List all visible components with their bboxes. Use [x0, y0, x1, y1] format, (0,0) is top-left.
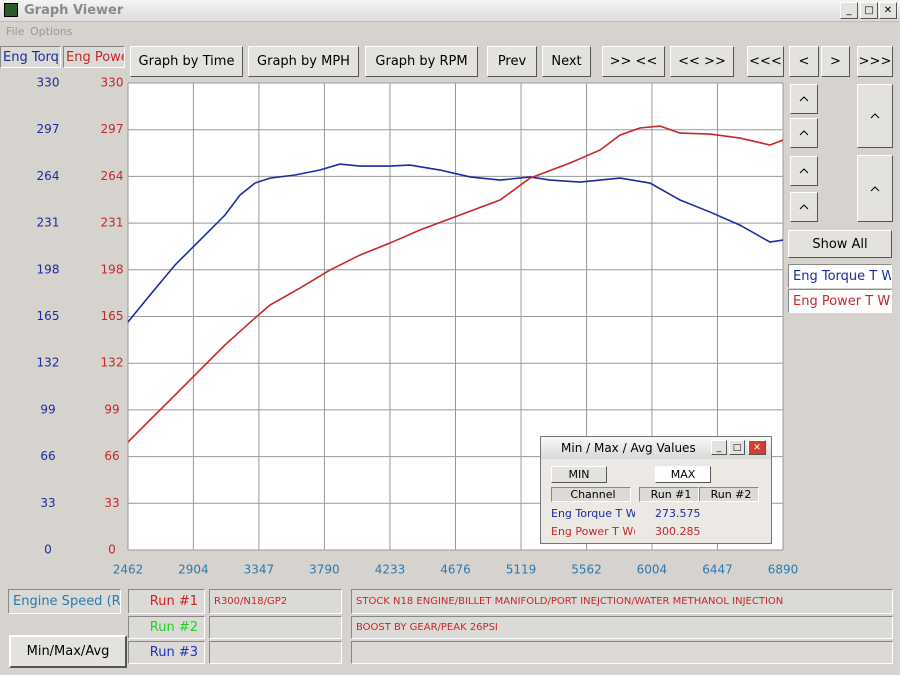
y2-axis-label: Eng Powe [63, 46, 125, 68]
row-value: 300.285 [655, 525, 701, 538]
title-bar: Graph Viewer _ □ ✕ [0, 0, 900, 22]
min-max-avg-button[interactable]: Min/Max/Avg [9, 635, 127, 668]
y2-tick-label: 264 [101, 169, 124, 183]
legend-entry: Eng Power T WC [788, 289, 892, 313]
toolbar-button[interactable]: >>> [857, 46, 893, 77]
scroll-button[interactable] [790, 192, 818, 222]
run-label: Run #2 [128, 616, 205, 639]
y-tick-label: 132 [37, 356, 60, 370]
x-axis-label: Engine Speed (Rl [8, 589, 121, 614]
x-tick-label: 3347 [244, 563, 275, 577]
column-header: Run #1 [639, 487, 699, 502]
y2-tick-label: 33 [104, 496, 119, 510]
y-tick-label: 99 [40, 402, 55, 416]
note: STOCK N18 ENGINE/BILLET MANIFOLD/PORT IN… [351, 589, 893, 614]
scroll-button[interactable] [790, 118, 818, 148]
toolbar-button[interactable]: Graph by Time [130, 46, 243, 77]
x-tick-label: 2462 [113, 563, 144, 577]
menu-options[interactable]: Options [30, 25, 73, 38]
dialog-title-bar: Min / Max / Avg Values _ □ ✕ [541, 437, 771, 459]
minimize-button[interactable]: _ [840, 2, 858, 19]
y-tick-label: 297 [37, 122, 60, 136]
run-description [209, 616, 342, 639]
y-tick-label: 66 [40, 449, 55, 463]
chevron-icon [799, 96, 809, 102]
dialog-close[interactable]: ✕ [748, 440, 766, 455]
y2-tick-label: 198 [101, 262, 124, 276]
min-max-dialog: Min / Max / Avg Values _ □ ✕ MIN MAX Cha… [540, 436, 772, 544]
run-label: Run #1 [128, 589, 205, 614]
x-tick-label: 4233 [375, 563, 406, 577]
chevron-icon [799, 204, 809, 210]
y2-tick-label: 231 [101, 216, 124, 230]
toolbar-button[interactable]: Graph by RPM [365, 46, 478, 77]
x-tick-label: 5119 [506, 563, 537, 577]
toolbar-button[interactable]: < [789, 46, 819, 77]
run-description: R300/N18/GP2 [209, 589, 342, 614]
y2-tick-label: 165 [101, 309, 124, 323]
x-tick-label: 4676 [440, 563, 471, 577]
y2-tick-label: 66 [104, 449, 119, 463]
close-button[interactable]: ✕ [879, 2, 897, 19]
show-all-button[interactable]: Show All [788, 230, 892, 258]
scroll-button[interactable] [857, 155, 893, 222]
chevron-icon [870, 113, 880, 119]
app-icon [4, 3, 18, 17]
y2-tick-label: 0 [108, 543, 116, 557]
tab-max[interactable]: MAX [655, 466, 711, 483]
dialog-title: Min / Max / Avg Values [561, 441, 696, 455]
menu-file[interactable]: File [6, 25, 25, 38]
x-tick-label: 3790 [309, 563, 340, 577]
chevron-icon [799, 168, 809, 174]
series-line [127, 163, 784, 323]
note-empty [351, 641, 893, 664]
toolbar-button[interactable]: << >> [670, 46, 734, 77]
row-value: 273.575 [655, 507, 701, 520]
y2-tick-label: 297 [101, 122, 124, 136]
x-tick-label: 6890 [768, 563, 799, 577]
scroll-button[interactable] [790, 84, 818, 114]
y-axis-label: Eng Torq [0, 46, 61, 68]
column-header: Run #2 [699, 487, 759, 502]
column-header: Channel [551, 487, 631, 502]
y-tick-label: 330 [37, 76, 60, 90]
toolbar-button[interactable]: Prev [487, 46, 537, 77]
chevron-icon [799, 130, 809, 136]
scroll-button[interactable] [857, 84, 893, 148]
y-tick-label: 264 [37, 169, 60, 183]
toolbar-button[interactable]: >> << [602, 46, 665, 77]
y-tick-label: 231 [37, 216, 60, 230]
legend-entry: Eng Torque T W [788, 264, 892, 288]
y2-tick-label: 330 [101, 76, 124, 90]
x-tick-label: 6004 [637, 563, 668, 577]
row-channel: Eng Torque T W [551, 507, 635, 520]
dialog-maximize[interactable]: □ [729, 440, 745, 455]
y-tick-label: 165 [37, 309, 60, 323]
maximize-button[interactable]: □ [860, 2, 878, 19]
row-channel: Eng Power T W( [551, 525, 635, 538]
scroll-button[interactable] [790, 156, 818, 186]
toolbar-button[interactable]: > [821, 46, 850, 77]
window-title: Graph Viewer [24, 3, 124, 18]
toolbar-button[interactable]: Graph by MPH [248, 46, 359, 77]
note: BOOST BY GEAR/PEAK 26PSI [351, 616, 893, 639]
x-tick-label: 6447 [702, 563, 733, 577]
series-line [127, 125, 784, 443]
y-tick-label: 0 [44, 543, 52, 557]
y-tick-label: 33 [40, 496, 55, 510]
chevron-icon [870, 185, 880, 191]
y-tick-label: 198 [37, 262, 60, 276]
tab-min[interactable]: MIN [551, 466, 607, 483]
x-tick-label: 2904 [178, 563, 209, 577]
x-tick-label: 5562 [571, 563, 602, 577]
run-label: Run #3 [128, 641, 205, 664]
y2-tick-label: 132 [101, 356, 124, 370]
toolbar-button[interactable]: <<< [747, 46, 784, 77]
toolbar-button[interactable]: Next [542, 46, 591, 77]
dialog-minimize[interactable]: _ [711, 440, 727, 455]
run-description [209, 641, 342, 664]
y2-tick-label: 99 [104, 402, 119, 416]
